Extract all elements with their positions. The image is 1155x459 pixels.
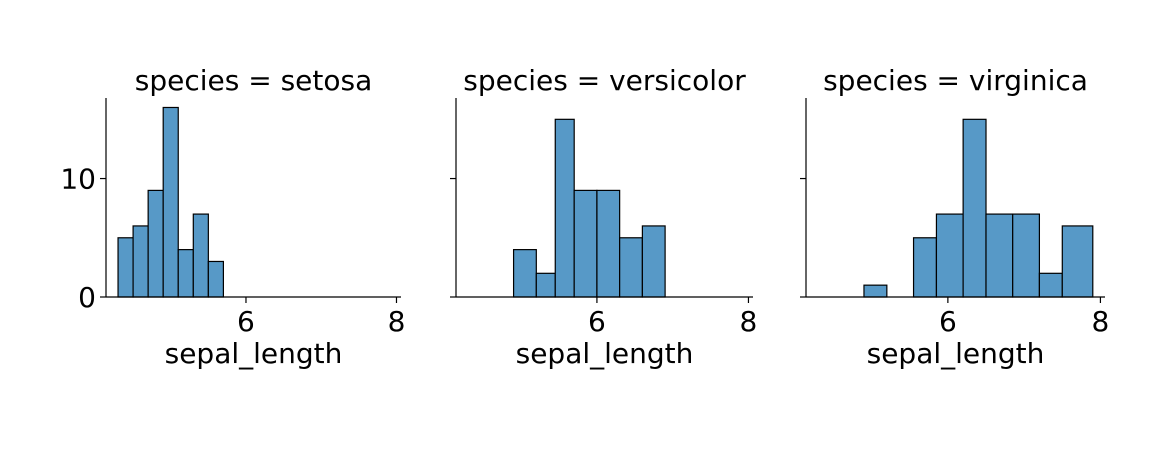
- histogram-bar-virginica-7: [1038, 272, 1063, 298]
- histogram-bar-setosa-6: [207, 260, 224, 298]
- x-tick-label-setosa-1: 8: [388, 305, 406, 338]
- histogram-bar-versicolor-6: [641, 225, 666, 298]
- x-tick-label-versicolor-0: 6: [588, 305, 606, 338]
- histogram-bar-virginica-0: [863, 284, 888, 298]
- y-tick-label-setosa-0: 0: [78, 281, 96, 314]
- x-axis-label-virginica: sepal_length: [867, 337, 1045, 370]
- histogram-bar-versicolor-4: [596, 189, 621, 298]
- histogram-bar-setosa-5: [192, 213, 209, 298]
- histogram-bar-versicolor-0: [512, 249, 537, 298]
- x-tick-label-virginica-0: 6: [939, 305, 957, 338]
- x-tick-label-setosa-0: 6: [237, 305, 255, 338]
- histogram-bar-virginica-3: [935, 213, 964, 298]
- x-axis-label-setosa: sepal_length: [165, 337, 343, 370]
- histogram-bar-virginica-8: [1061, 225, 1094, 298]
- histogram-bar-versicolor-1: [535, 272, 556, 298]
- panel-title-setosa: species = setosa: [135, 64, 373, 97]
- histogram-bar-setosa-4: [177, 249, 194, 298]
- histogram-bar-setosa-2: [147, 189, 164, 298]
- histogram-bar-virginica-4: [962, 118, 987, 298]
- panel-title-virginica: species = virginica: [823, 64, 1088, 97]
- histogram-bar-virginica-5: [985, 213, 1014, 298]
- histogram-bar-setosa-3: [162, 106, 179, 298]
- y-tick-label-setosa-1: 10: [60, 163, 96, 196]
- panel-setosa: 6 8 0 10 species = setosa sepal_length: [60, 64, 405, 370]
- x-axis-label-versicolor: sepal_length: [516, 337, 694, 370]
- histogram-bar-virginica-2: [912, 237, 938, 298]
- histogram-bar-setosa-1: [132, 225, 149, 298]
- x-tick-label-virginica-1: 8: [1092, 305, 1110, 338]
- histogram-bar-versicolor-5: [619, 237, 643, 298]
- histogram-bar-setosa-0: [117, 237, 134, 298]
- x-tick-label-versicolor-1: 8: [740, 305, 758, 338]
- panel-title-versicolor: species = versicolor: [463, 64, 746, 97]
- histogram-bar-versicolor-3: [573, 189, 598, 298]
- histogram-bar-versicolor-2: [554, 118, 575, 298]
- panel-versicolor: 6 8 species = versicolor sepal_length: [450, 64, 757, 370]
- panel-virginica: 6 8 species = virginica sepal_length: [800, 64, 1109, 370]
- histogram-bar-virginica-6: [1012, 213, 1041, 298]
